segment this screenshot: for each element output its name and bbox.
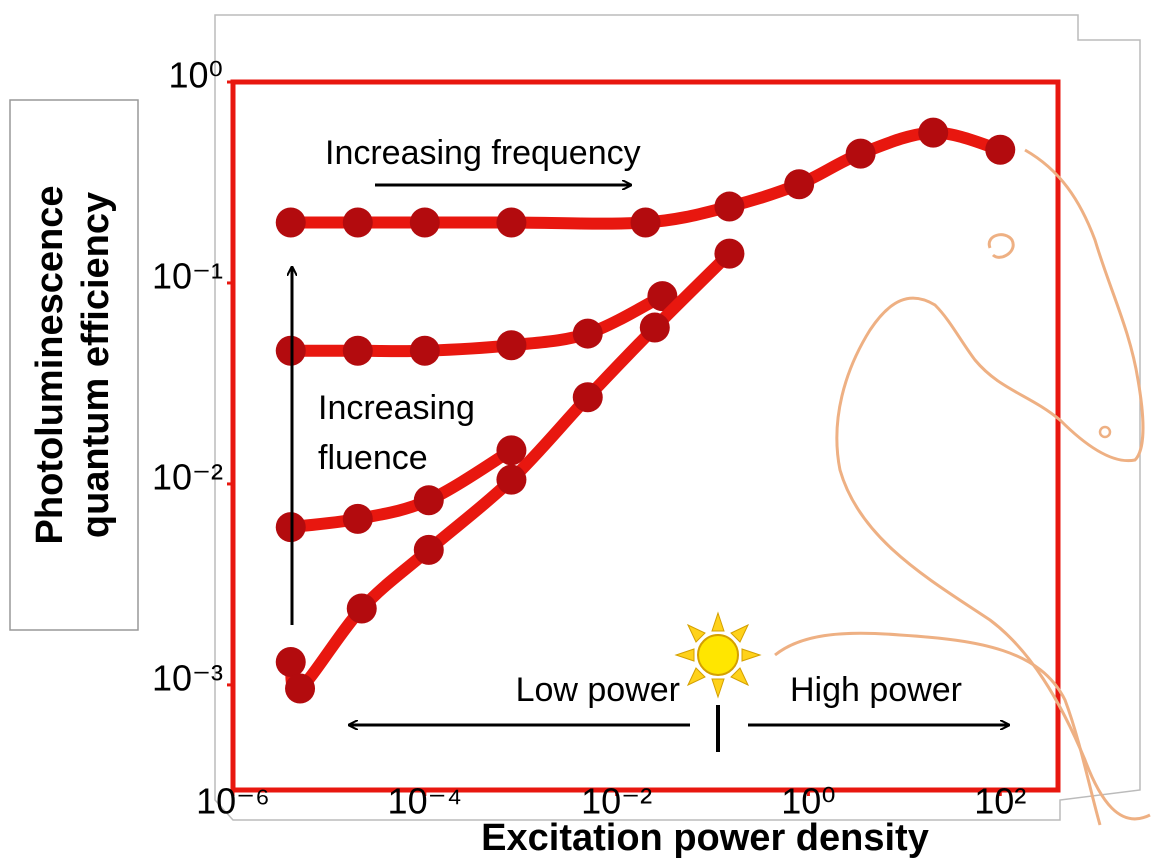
annotation: fluence <box>318 439 428 477</box>
x-axis-label: Excitation power density <box>481 817 929 859</box>
x-tick-label: 10⁰ <box>781 781 835 822</box>
horse-outline <box>774 631 1102 826</box>
sun-icon <box>674 611 762 699</box>
data-point <box>985 134 1016 165</box>
annotation: High power <box>790 671 962 709</box>
y-tick-label: 10⁰ <box>169 55 223 96</box>
data-point <box>342 207 373 238</box>
data-point <box>409 207 440 238</box>
annotation: Increasing frequency <box>325 134 641 172</box>
data-point <box>496 207 527 238</box>
horse-eye <box>987 233 1015 259</box>
plot-frame <box>230 79 1061 793</box>
x-tick-label: 10⁻² <box>581 781 652 822</box>
series-line <box>284 444 518 534</box>
x-tick-label: 10² <box>974 781 1026 822</box>
data-point <box>572 318 603 349</box>
data-point <box>342 335 373 366</box>
data-point <box>285 673 316 704</box>
data-point <box>784 169 815 200</box>
y-axis-label: quantum efficiency <box>75 192 117 538</box>
data-point <box>918 117 949 148</box>
data-point <box>496 435 527 466</box>
y-tick-label: 10⁻³ <box>152 657 223 698</box>
data-point <box>346 593 377 624</box>
x-tick-label: 10⁻⁴ <box>388 781 463 822</box>
data-point <box>496 330 527 361</box>
y-axis-label: Photoluminescence <box>29 186 71 545</box>
series-line <box>284 126 1007 230</box>
data-point <box>275 647 306 678</box>
data-point <box>275 207 306 238</box>
y-tick-label: 10⁻¹ <box>152 255 223 296</box>
data-point <box>639 312 670 343</box>
data-point <box>496 464 527 495</box>
data-point <box>413 485 444 516</box>
plot-area: 10⁻⁶ 10⁻⁴ 10⁻² 10⁰ 10² 10⁻³ 10⁻² 10⁻¹ 10⁰ <box>152 55 1061 822</box>
data-point <box>409 335 440 366</box>
y-label-box <box>9 99 139 631</box>
horse-outline <box>835 148 1151 821</box>
x-tick-label: 10⁻⁶ <box>196 781 270 822</box>
data-point <box>413 534 444 565</box>
data-point <box>647 281 678 312</box>
data-point <box>630 207 661 238</box>
y-tick-label: 10⁻² <box>152 456 223 497</box>
data-point <box>714 191 745 222</box>
horse-nostril <box>1098 425 1112 439</box>
annotation: Low power <box>516 671 680 709</box>
data-point <box>342 503 373 534</box>
data-point <box>714 238 745 269</box>
annotation: Increasing <box>318 389 475 427</box>
data-point <box>845 138 876 169</box>
data-point <box>572 382 603 413</box>
